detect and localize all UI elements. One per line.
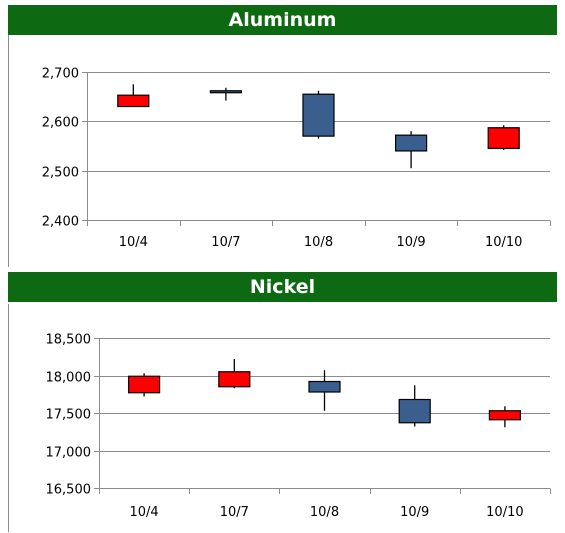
- y-tick-label: 16,500: [46, 483, 92, 498]
- x-tick-label: 10/10: [485, 235, 522, 250]
- candle-body: [488, 410, 521, 421]
- aluminum-chart: 2,700 2,600 2,500 2,400 10/4 10/7 10/8 10/9 10/1…: [8, 35, 551, 267]
- candle-body: [218, 371, 251, 388]
- x-tick-label: 10/8: [304, 235, 333, 250]
- aluminum-panel: Aluminum 2,700 2,600 2,500 2,400 10/4 10/7 10/…: [8, 5, 557, 267]
- x-tick-label: 10/4: [129, 505, 158, 520]
- y-tick-label: 17,000: [46, 446, 92, 461]
- y-tick-label: 2,400: [42, 215, 79, 230]
- x-tick-label: 10/10: [486, 505, 523, 520]
- y-tick-label: 2,600: [42, 116, 79, 131]
- x-tick-label: 10/7: [211, 235, 240, 250]
- candle-body: [302, 93, 335, 137]
- chart-title-aluminum: Aluminum: [8, 5, 557, 35]
- nickel-chart: 18,500 18,000 17,500 17,000 16,500 10/4 10/7 10…: [8, 304, 551, 532]
- x-tick-label: 10/7: [220, 505, 249, 520]
- x-tick-label: 10/4: [119, 235, 148, 250]
- y-tick-label: 18,500: [46, 333, 92, 348]
- y-tick-label: 17,500: [46, 408, 92, 423]
- x-tick-label: 10/8: [310, 505, 339, 520]
- candle-body: [117, 94, 150, 108]
- y-tick-label: 2,500: [42, 166, 79, 181]
- y-tick-label: 18,000: [46, 371, 92, 386]
- y-tick-label: 2,700: [42, 67, 79, 82]
- candle-body: [487, 127, 520, 150]
- candle-body: [308, 380, 341, 393]
- nickel-panel: Nickel 18,500 18,000 17,500 17,000 16,500 10/…: [8, 272, 557, 532]
- chart-title-nickel: Nickel: [8, 272, 557, 302]
- candle-body: [127, 375, 161, 394]
- x-tick-label: 10/9: [396, 235, 425, 250]
- x-tick-label: 10/9: [400, 505, 429, 520]
- candle-body: [395, 134, 428, 152]
- candle-body: [209, 90, 242, 94]
- candle-body: [398, 398, 431, 424]
